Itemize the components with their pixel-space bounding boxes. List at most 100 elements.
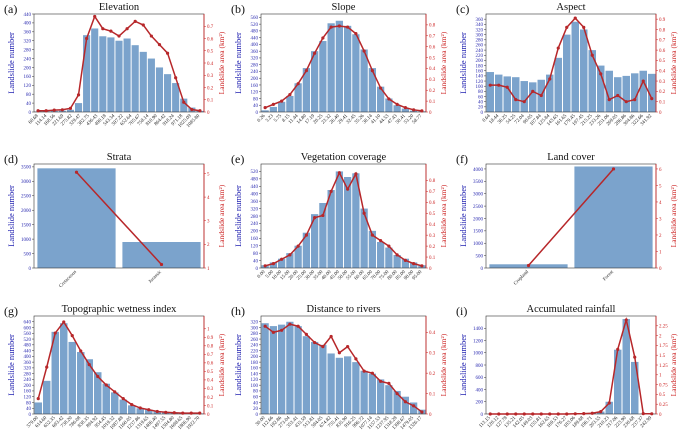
bar-0-13: [139, 51, 147, 112]
area-point-7-5: [304, 332, 308, 336]
area-point-6-6: [87, 362, 91, 367]
left-tick-label-1-11: 440: [251, 36, 259, 41]
area-point-4-8: [329, 189, 333, 193]
area-point-1-6: [313, 51, 317, 55]
left-tick-label-2-18: 360: [476, 18, 484, 23]
x-tick-label-2-1: 18.44: [489, 114, 501, 126]
bar-0-6: [83, 35, 91, 112]
area-point-4-19: [420, 264, 424, 268]
left-tick-label-1-10: 400: [251, 43, 259, 48]
area-point-7-10: [346, 345, 350, 349]
left-tick-label-0-2: 80: [26, 93, 32, 98]
x-tick-label-1-10: 29.41: [338, 114, 350, 126]
panel-label-0: (a): [4, 2, 17, 16]
panel-title-6: Topographic wetness index: [62, 304, 177, 315]
area-point-4-16: [395, 253, 399, 257]
left-tick-label-2-15: 300: [476, 33, 484, 38]
bar-1-11: [352, 34, 360, 112]
bar-2-0: [486, 72, 494, 112]
x-tick-label-4-5: 25.00: [296, 270, 308, 282]
bar-7-11: [352, 362, 360, 414]
x-tick-label-1-13: 38.14: [362, 114, 374, 126]
bar-2-16: [622, 75, 630, 112]
x-tick-label-1-5: 14.80: [296, 114, 308, 126]
x-tick-label-1-17: 50.41: [395, 114, 407, 126]
right-axis-label-5: Landslide area (km²): [669, 184, 678, 247]
area-point-1-7: [321, 36, 325, 40]
area-point-1-3: [288, 92, 292, 97]
left-tick-label-4-12: 480: [251, 178, 259, 183]
x-tick-label-2-0: 0.64: [482, 114, 492, 124]
bar-1-1: [269, 106, 278, 112]
right-tick-label-5-6: 6: [659, 168, 662, 173]
panel-title-8: Accumulated rainfall: [527, 304, 616, 315]
bar-6-12: [136, 408, 144, 414]
right-tick-label-3-2: 3: [207, 220, 210, 225]
right-tick-label-1-1: 0.1: [429, 100, 436, 105]
left-tick-label-2-5: 100: [476, 85, 484, 90]
right-tick-label-4-5: 0.5: [429, 212, 436, 217]
area-point-6-1: [45, 365, 49, 369]
area-point-8-14: [607, 401, 611, 405]
right-axis-label-6: Landslide area (km²): [217, 333, 226, 396]
right-axis-label-2: Landslide area (km²): [669, 31, 678, 94]
bar-0-16: [164, 74, 172, 112]
bar-4-6: [311, 214, 319, 268]
left-tick-label-3-7: 3500: [21, 166, 32, 171]
left-tick-label-4-13: 520: [251, 170, 259, 175]
area-point-1-10: [346, 25, 350, 29]
right-tick-label-0-7: 0.7: [207, 25, 214, 30]
area-point-8-5: [531, 412, 535, 416]
panel-label-2: (c): [456, 2, 469, 16]
right-tick-label-1-8: 0.8: [429, 24, 436, 29]
right-tick-label-2-2: 0.2: [659, 90, 666, 95]
right-axis-label-4: Landslide area (km²): [439, 184, 448, 247]
left-tick-label-7-13: 260: [251, 338, 259, 343]
left-axis-label-4: Landslide number: [233, 185, 243, 247]
left-tick-label-5-3: 1500: [473, 230, 484, 235]
bar-1-3: [286, 95, 294, 112]
area-point-2-10: [573, 16, 577, 20]
area-point-2-0: [488, 83, 492, 87]
area-point-4-18: [412, 262, 416, 266]
plot-frame: [33, 315, 205, 415]
right-tick-label-1-7: 0.7: [429, 35, 436, 40]
right-tick-label-7-3: 0.3: [429, 352, 436, 357]
area-point-2-2: [505, 85, 509, 89]
bar-2-5: [529, 82, 537, 112]
area-point-1-12: [362, 49, 366, 53]
area-point-1-13: [370, 69, 374, 73]
left-tick-label-3-4: 2000: [21, 209, 32, 214]
bar-7-8: [327, 353, 335, 414]
panel-title-1: Slope: [332, 2, 356, 13]
left-tick-label-1-9: 360: [251, 50, 259, 55]
area-line-4: [264, 171, 423, 267]
bar-8-17: [631, 361, 639, 414]
area-point-8-0: [488, 412, 492, 416]
right-tick-label-1-5: 0.5: [429, 56, 436, 61]
x-tick-label-5-0: Cropland: [513, 270, 530, 287]
bar-2-17: [631, 73, 639, 112]
left-axis-label-5: Landslide number: [458, 185, 468, 247]
bar-7-14: [377, 379, 385, 414]
right-tick-label-0-1: 0.1: [207, 99, 214, 104]
left-tick-label-1-7: 280: [251, 63, 259, 68]
area-point-8-7: [548, 412, 552, 416]
x-tick-label-4-15: 75.00: [379, 270, 391, 282]
left-tick-label-6-7: 280: [24, 372, 32, 377]
area-point-2-5: [531, 89, 535, 93]
left-tick-label-6-9: 360: [24, 361, 32, 366]
bar-4-2: [278, 258, 286, 268]
area-point-4-11: [354, 172, 358, 176]
area-point-1-4: [296, 82, 300, 86]
bar-2-8: [554, 57, 562, 112]
panel-0: 0 40 80 120 160 200 240 280 320 360 400 440 0 0.1 0.2 0…: [4, 2, 226, 129]
x-tick-label-4-16: 80.00: [387, 270, 399, 282]
area-point-4-14: [379, 239, 383, 243]
bar-4-17: [401, 258, 410, 268]
x-tick-label-1-19: 58.77: [412, 114, 424, 126]
x-tick-label-1-15: 44.53: [379, 114, 391, 126]
panel-4: 0408012016020024028032036040044048052000…: [231, 152, 448, 281]
left-axis-label-7: Landslide number: [233, 334, 243, 396]
right-tick-label-4-3: 0.3: [429, 234, 436, 239]
